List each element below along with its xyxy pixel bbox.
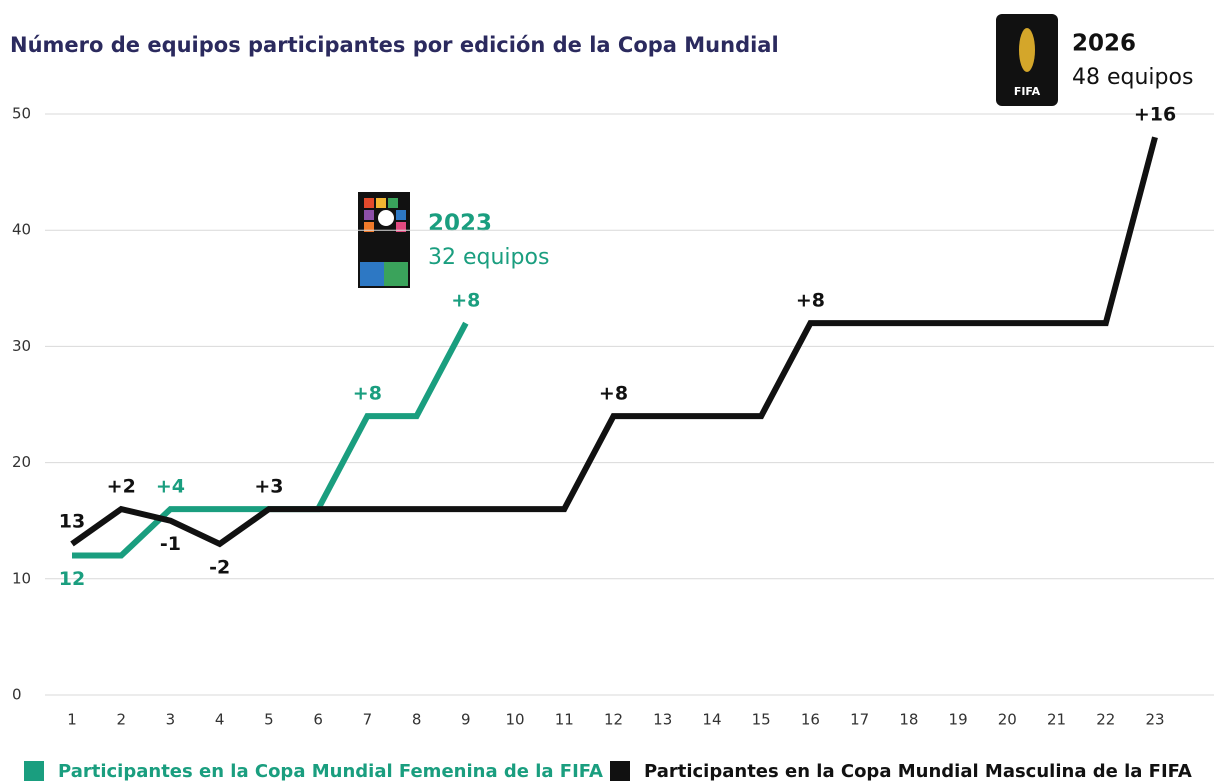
x-tick-label: 13 [653, 711, 672, 729]
data-label: -1 [160, 533, 181, 555]
x-tick-label: 5 [264, 711, 274, 729]
x-tick-label: 6 [313, 711, 323, 729]
x-tick-label: 22 [1096, 711, 1115, 729]
x-tick-label: 3 [166, 711, 176, 729]
data-label: +2 [107, 476, 136, 498]
chart-title: Número de equipos participantes por edic… [10, 33, 779, 57]
data-label: +3 [254, 476, 283, 498]
x-tick-label: 4 [215, 711, 225, 729]
data-label: -2 [209, 556, 230, 578]
x-tick-label: 19 [949, 711, 968, 729]
x-tick-label: 8 [412, 711, 422, 729]
x-tick-label: 17 [850, 711, 869, 729]
x-tick-label: 14 [702, 711, 721, 729]
y-tick-label: 30 [12, 337, 31, 355]
y-tick-label: 0 [12, 686, 22, 704]
legend-label: Participantes en la Copa Mundial Masculi… [644, 761, 1192, 782]
x-tick-label: 10 [505, 711, 524, 729]
x-tick-label: 21 [1047, 711, 1066, 729]
mens-logo: FIFA [996, 14, 1058, 106]
x-tick-label: 1 [67, 711, 77, 729]
series-line [72, 321, 469, 559]
legend-swatch [610, 761, 630, 781]
callout-year: 2026 [1072, 31, 1136, 57]
logo-text: FIFA [1014, 85, 1041, 98]
data-label: 13 [59, 510, 85, 532]
x-tick-label: 7 [363, 711, 373, 729]
x-tick-label: 9 [461, 711, 471, 729]
data-label: +8 [599, 383, 628, 405]
x-tick-label: 11 [555, 711, 574, 729]
x-tick-label: 12 [604, 711, 623, 729]
data-label: +4 [156, 476, 185, 498]
y-tick-label: 50 [12, 105, 31, 123]
x-tick-label: 15 [752, 711, 771, 729]
x-tick-label: 2 [116, 711, 126, 729]
data-label: +8 [796, 290, 825, 312]
data-label: +8 [353, 383, 382, 405]
legend-label: Participantes en la Copa Mundial Femenin… [58, 761, 603, 782]
legend-swatch [24, 761, 44, 781]
callout-teams: 48 equipos [1072, 65, 1193, 90]
y-tick-label: 40 [12, 221, 31, 239]
y-tick-label: 10 [12, 569, 31, 587]
data-label: +16 [1134, 104, 1176, 126]
womens-logo [358, 192, 410, 288]
callout-teams: 32 equipos [428, 245, 549, 270]
data-label: 12 [59, 568, 85, 590]
data-label: +8 [451, 290, 480, 312]
x-tick-label: 16 [801, 711, 820, 729]
y-tick-label: 20 [12, 453, 31, 471]
x-tick-label: 23 [1145, 711, 1164, 729]
x-tick-label: 20 [998, 711, 1017, 729]
series-line [70, 136, 1158, 548]
x-tick-label: 18 [899, 711, 918, 729]
callout-year: 2023 [428, 211, 492, 237]
